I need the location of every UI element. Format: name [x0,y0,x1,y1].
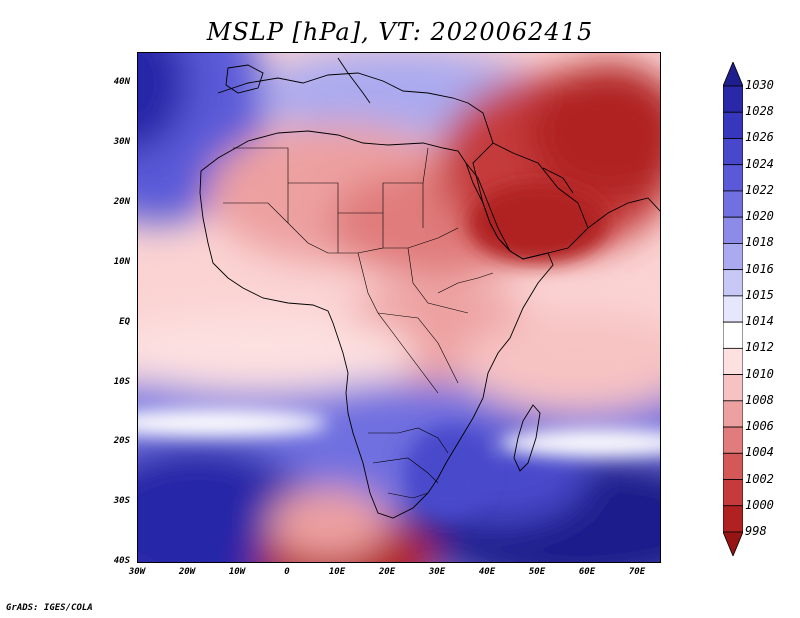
colorbar-label-1004: 1004 [745,445,774,460]
colorbar-cell [723,374,743,402]
lat-label-20n: 20N [113,197,130,207]
lat-label-10s: 10S [113,377,130,387]
lat-label-40n: 40N [113,77,130,87]
map-title: MSLP [hPa], VT: 2020062415 [206,18,594,46]
colorbar-label-1012: 1012 [745,340,774,355]
colorbar-cell [723,426,743,454]
colorbar-cell [723,347,743,375]
colorbar-label-1022: 1022 [745,182,774,197]
colorbar-label-1026: 1026 [745,130,774,145]
pressure-map [137,52,661,563]
colorbar-label-1000: 1000 [745,497,774,512]
colorbar-cell [723,479,743,507]
colorbar-cell [723,505,743,533]
colorbar-label-1024: 1024 [745,156,774,171]
colorbar-label-998: 998 [745,524,767,538]
colorbar-cell [723,164,743,192]
colorbar-cell [723,243,743,271]
colorbar-cell [723,111,743,139]
lat-label-10n: 10N [113,257,130,267]
lon-label-50e: 50E [528,567,546,577]
colorbar-label-1014: 1014 [745,314,774,329]
lon-label-40e: 40E [478,567,496,577]
colorbar-label-1015: 1015 [745,287,774,302]
colorbar-label-1028: 1028 [745,104,774,119]
lon-label-70e: 70E [628,567,646,577]
lat-label-30s: 30S [113,496,130,506]
colorbar-cell [723,216,743,244]
colorbar-cell [723,295,743,323]
coastlines [199,57,660,519]
colorbar-cell [723,400,743,428]
lon-label-20e: 20E [378,567,396,577]
colorbar-label-1006: 1006 [745,419,774,434]
credit-text: GrADS: IGES/COLA [6,603,93,613]
colorbar-label-1020: 1020 [745,209,774,224]
colorbar-label-1030: 1030 [745,78,774,92]
lat-label-40s: 40S [113,556,130,566]
pressure-field [138,53,660,562]
colorbar-label-1016: 1016 [745,261,774,276]
lon-label-20w: 20W [178,567,196,577]
colorbar-cell [723,321,743,349]
lat-label-eq: EQ [119,317,130,327]
colorbar-cell [723,190,743,218]
lon-label-30e: 30E [428,567,446,577]
colorbar-cell [723,138,743,166]
colorbar-cell [723,62,743,87]
colorbar [723,62,743,556]
colorbar-cell [723,85,743,113]
lat-label-20s: 20S [113,436,130,446]
colorbar-cell [723,531,743,556]
colorbar-label-1018: 1018 [745,235,774,250]
lon-label-30w: 30W [128,567,146,577]
colorbar-label-1010: 1010 [745,366,774,381]
lon-label-60e: 60E [578,567,596,577]
colorbar-cell [723,452,743,480]
country-borders [223,147,494,499]
lon-label-10w: 10W [228,567,246,577]
lat-label-30n: 30N [113,137,130,147]
colorbar-label-1008: 1008 [745,392,774,407]
colorbar-label-1002: 1002 [745,471,774,486]
colorbar-cell [723,269,743,297]
lon-label-0: 0 [284,567,290,577]
lon-label-10e: 10E [328,567,346,577]
